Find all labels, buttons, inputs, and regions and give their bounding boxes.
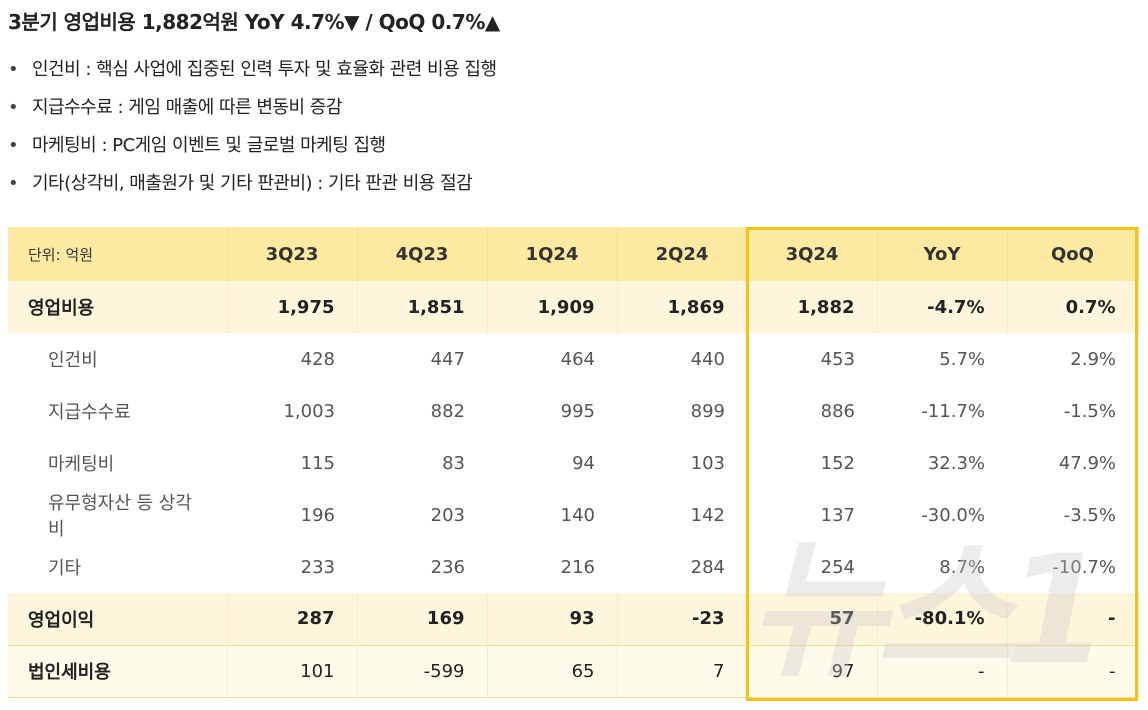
cell: 464 bbox=[560, 348, 595, 370]
table-row: 영업비용 1,975 1,851 1,909 1,869 1,882 -4.7% 0.7% bbox=[8, 281, 1139, 333]
cell: 93 bbox=[487, 593, 618, 645]
cell: - bbox=[1007, 593, 1139, 645]
row-label: 인건비 bbox=[48, 350, 98, 371]
cell: -10.7% bbox=[1052, 556, 1116, 578]
table-row: 지급수수료 1,003 882 995 899 886 -11.7% -1.5% bbox=[8, 385, 1138, 437]
row-label: 유무형자산 등 상각비 bbox=[48, 493, 192, 540]
cell: 447 bbox=[430, 348, 465, 370]
expense-table: 단위: 억원 3Q23 4Q23 1Q24 2Q24 3Q24 YoY QoQ 영업비용 1,9… bbox=[8, 227, 1139, 698]
cell: -11.7% bbox=[921, 400, 985, 422]
cell: 1,909 bbox=[487, 281, 618, 333]
cell: 886 bbox=[820, 400, 855, 422]
cell: 1,003 bbox=[283, 400, 335, 422]
cell: 142 bbox=[690, 504, 725, 526]
cell: 236 bbox=[430, 556, 465, 578]
cell: -23 bbox=[617, 593, 748, 645]
cell: -4.7% bbox=[877, 281, 1008, 333]
cell: 1,882 bbox=[747, 281, 878, 333]
column-header: QoQ bbox=[1007, 227, 1139, 281]
column-header: 3Q24 bbox=[747, 227, 878, 281]
cell: 287 bbox=[227, 593, 358, 645]
cell: 57 bbox=[747, 593, 878, 645]
cell: -80.1% bbox=[877, 593, 1008, 645]
cell: 152 bbox=[820, 452, 855, 474]
row-label: 지급수수료 bbox=[48, 402, 131, 423]
cell: 233 bbox=[300, 556, 335, 578]
table-row: 마케팅비 115 83 94 103 152 32.3% 47.9% bbox=[8, 437, 1138, 489]
cell: 137 bbox=[820, 504, 855, 526]
cell: -599 bbox=[357, 644, 488, 698]
cell: 97 bbox=[747, 644, 878, 698]
cell: -30.0% bbox=[921, 504, 985, 526]
cell: - bbox=[877, 644, 1008, 698]
row-label: 영업비용 bbox=[8, 281, 228, 333]
cell: 47.9% bbox=[1058, 452, 1116, 474]
cell: 83 bbox=[442, 452, 465, 474]
bullet-list: 인건비 : 핵심 사업에 집중된 인력 투자 및 효율화 관련 비용 집행지급수… bbox=[8, 52, 497, 204]
cell: 882 bbox=[430, 400, 465, 422]
cell: 453 bbox=[820, 348, 855, 370]
title: 3분기 영업비용 1,882억원 YoY 4.7%▼ / QoQ 0.7%▲ bbox=[8, 10, 500, 34]
table-body: 영업비용 1,975 1,851 1,909 1,869 1,882 -4.7% 0.7% 인건… bbox=[8, 281, 1139, 698]
cell: 0.7% bbox=[1007, 281, 1139, 333]
cell: 103 bbox=[690, 452, 725, 474]
cell: 1,975 bbox=[227, 281, 358, 333]
column-header: 1Q24 bbox=[487, 227, 618, 281]
cell: 995 bbox=[560, 400, 595, 422]
cell: 101 bbox=[227, 644, 358, 698]
cell: -3.5% bbox=[1063, 504, 1116, 526]
row-label: 기타 bbox=[48, 558, 82, 579]
column-header: 단위: 억원 bbox=[8, 227, 228, 281]
column-header: YoY bbox=[877, 227, 1008, 281]
bullet: 지급수수료 : 게임 매출에 따른 변동비 증감 bbox=[8, 90, 497, 128]
cell: 65 bbox=[487, 644, 618, 698]
table-row: 법인세비용 101 -599 65 7 97- - bbox=[8, 644, 1139, 698]
cell: 196 bbox=[300, 504, 335, 526]
cell: 216 bbox=[560, 556, 595, 578]
cell: 203 bbox=[430, 504, 465, 526]
cell: 428 bbox=[300, 348, 335, 370]
cell: 7 bbox=[617, 644, 748, 698]
cell: 8.7% bbox=[939, 556, 985, 578]
cell: 1,851 bbox=[357, 281, 488, 333]
table-row: 영업이익 287 169 93 -23 57 -80.1% - bbox=[8, 593, 1139, 645]
cell: 1,869 bbox=[617, 281, 748, 333]
cell: 169 bbox=[357, 593, 488, 645]
column-header: 2Q24 bbox=[617, 227, 748, 281]
row-label: 마케팅비 bbox=[48, 454, 115, 475]
table-row: 기타 233 236 216 284 254 8.7% -10.7% bbox=[8, 541, 1138, 593]
column-header: 4Q23 bbox=[357, 227, 488, 281]
table-row: 유무형자산 등 상각비 196 203 140 142 137 -30.0% -3.5% bbox=[8, 489, 1138, 541]
cell: 140 bbox=[560, 504, 595, 526]
cell: - bbox=[1007, 644, 1139, 698]
bullet: 마케팅비 : PC게임 이벤트 및 글로벌 마케팅 집행 bbox=[8, 128, 497, 166]
cell: 32.3% bbox=[927, 452, 985, 474]
cell: 254 bbox=[820, 556, 855, 578]
bullet: 기타(상각비, 매출원가 및 기타 판관비) : 기타 판관 비용 절감 bbox=[8, 166, 497, 204]
cell: 899 bbox=[690, 400, 725, 422]
table-row: 인건비 428 447 464 440 453 5.7% 2.9% bbox=[8, 333, 1138, 385]
row-label: 법인세비용 bbox=[8, 644, 228, 698]
header-row: 단위: 억원 3Q23 4Q23 1Q24 2Q24 3Q24 YoY QoQ bbox=[8, 227, 1139, 281]
cell: 284 bbox=[690, 556, 725, 578]
cell: 94 bbox=[572, 452, 595, 474]
cell: 115 bbox=[300, 452, 335, 474]
cell: 440 bbox=[690, 348, 725, 370]
cell: -1.5% bbox=[1063, 400, 1116, 422]
row-label: 영업이익 bbox=[8, 593, 228, 645]
cell: 2.9% bbox=[1070, 348, 1116, 370]
bullet: 인건비 : 핵심 사업에 집중된 인력 투자 및 효율화 관련 비용 집행 bbox=[8, 52, 497, 90]
cell: 5.7% bbox=[939, 348, 985, 370]
column-header: 3Q23 bbox=[227, 227, 358, 281]
